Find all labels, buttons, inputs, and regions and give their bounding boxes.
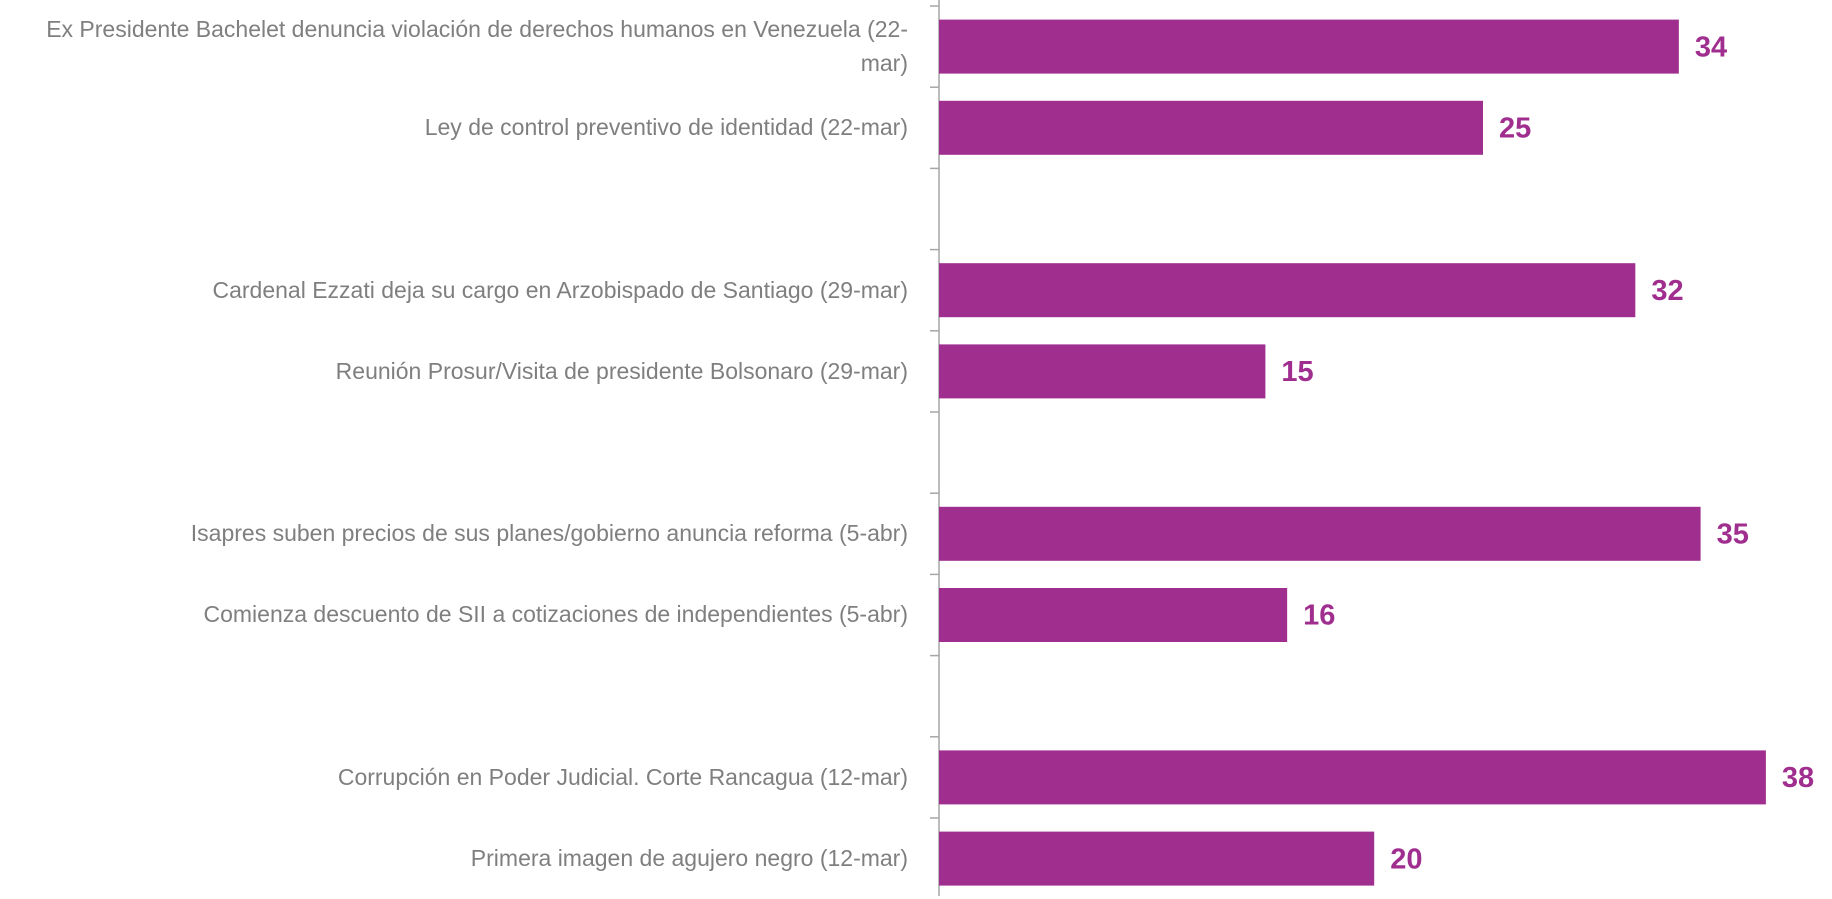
bar [939,19,1679,74]
y-tick-label: Ex Presidente Bachelet denuncia violació… [0,6,908,87]
value-label: 25 [1499,112,1531,144]
bar [939,588,1288,642]
value-label: 16 [1303,600,1335,632]
bar [939,831,1375,886]
label-text: Corrupción en Poder Judicial. Corte Ranc… [337,763,908,790]
value-label: 15 [1281,356,1313,388]
y-tick-label: Corrupción en Poder Judicial. Corte Ranc… [0,737,908,818]
y-tick-label: Cardenal Ezzati deja su cargo en Arzobis… [0,250,908,331]
label-text: Reunión Prosur/Visita de presidente Bols… [335,357,908,384]
y-tick-label: Ley de control preventivo de identidad (… [0,87,908,168]
bar [939,506,1701,561]
y-tick-label: Primera imagen de agujero negro (12-mar) [0,818,908,899]
label-text: Isapres suben precios de sus planes/gobi… [190,520,908,547]
y-tick-label: Isapres suben precios de sus planes/gobi… [0,493,908,574]
value-label: 32 [1651,275,1683,307]
value-label: 34 [1695,31,1727,63]
y-tick-label: Reunión Prosur/Visita de presidente Bols… [0,331,908,412]
bar [939,263,1636,318]
y-tick-label: Comienza descuento de SII a cotizaciones… [0,574,909,655]
value-label: 20 [1390,843,1422,875]
bar [939,750,1766,805]
bar [939,344,1266,399]
value-label: 38 [1782,762,1814,794]
label-text: Ex Presidente Bachelet denuncia violació… [46,16,908,76]
label-text: Ley de control preventivo de identidad (… [424,114,908,141]
bar [939,100,1483,155]
label-text: Cardenal Ezzati deja su cargo en Arzobis… [212,276,908,303]
value-label: 35 [1717,518,1749,550]
label-text: Comienza descuento de SII a cotizaciones… [203,601,909,628]
label-text: Primera imagen de agujero negro (12-mar) [470,844,908,871]
